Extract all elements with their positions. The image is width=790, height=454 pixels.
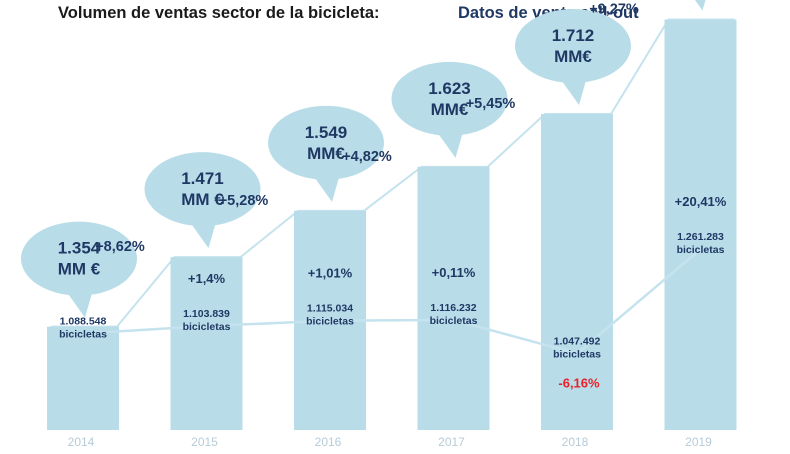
units-value-label: 1.103.839 bbox=[183, 308, 230, 320]
value-label: 1.712 bbox=[552, 26, 595, 45]
units-trend-line bbox=[82, 248, 702, 355]
units-value-label: 1.115.034 bbox=[307, 303, 353, 315]
value-bubble-tail bbox=[435, 129, 464, 158]
value-bubble-tail bbox=[188, 220, 217, 249]
value-unit-label: MM € bbox=[181, 190, 224, 209]
units-value-label: 1.261.283 bbox=[677, 231, 724, 243]
value-label: 1.623 bbox=[428, 79, 471, 98]
units-word-label: bicicletas bbox=[553, 349, 601, 361]
value-bubble-tail bbox=[559, 76, 587, 105]
x-tick-label: 2018 bbox=[562, 435, 589, 449]
bar-2014 bbox=[47, 326, 119, 430]
bar-2018 bbox=[541, 113, 613, 430]
units-word-label: bicicletas bbox=[59, 329, 107, 341]
units-word-label: bicicletas bbox=[430, 315, 478, 327]
value-unit-label: MM€ bbox=[431, 100, 469, 119]
value-unit-label: MM€ bbox=[554, 47, 592, 66]
bar-2017 bbox=[417, 166, 490, 430]
value-bubble-tail bbox=[312, 173, 340, 202]
units-value-label: 1.088.548 bbox=[60, 316, 107, 328]
value-growth-label: +9,27% bbox=[589, 2, 639, 18]
x-tick-label: 2015 bbox=[191, 435, 218, 449]
value-bubble bbox=[391, 61, 508, 136]
value-unit-label: MM€ bbox=[307, 144, 345, 163]
units-value-label: 1.116.232 bbox=[430, 302, 476, 314]
units-growth-label: +1,4% bbox=[188, 271, 226, 286]
value-growth-label: +5,28% bbox=[219, 193, 269, 209]
x-tick-label: 2014 bbox=[68, 435, 95, 449]
value-trend-line bbox=[51, 18, 735, 328]
units-word-label: bicicletas bbox=[306, 316, 354, 328]
x-tick-label: 2016 bbox=[315, 435, 342, 449]
chart-title: Volumen de ventas sector de la bicicleta… bbox=[58, 4, 380, 22]
value-bubble bbox=[268, 105, 384, 180]
value-bubble-tail bbox=[65, 289, 93, 318]
units-word-label: bicicletas bbox=[183, 321, 231, 333]
value-bubble bbox=[515, 8, 631, 83]
bar-2019 bbox=[664, 19, 737, 431]
value-bubble bbox=[144, 152, 261, 227]
units-growth-label: +20,41% bbox=[675, 194, 727, 209]
value-growth-label: +8,62% bbox=[95, 239, 145, 255]
value-growth-label: +4,82% bbox=[342, 149, 392, 165]
value-unit-label: MM € bbox=[58, 260, 101, 279]
value-label: 1.549 bbox=[305, 123, 348, 142]
bar-2015 bbox=[170, 257, 243, 430]
value-bubble-tail bbox=[694, 0, 706, 11]
value-label: 1.471 bbox=[181, 169, 224, 188]
units-growth-label-negative: -6,16% bbox=[558, 376, 600, 391]
units-value-label: 1.047.492 bbox=[554, 336, 601, 348]
value-label: 1.354 bbox=[58, 239, 101, 258]
units-growth-label: +0,11% bbox=[432, 265, 476, 280]
units-word-label: bicicletas bbox=[677, 244, 725, 256]
value-bubble bbox=[21, 221, 137, 296]
value-growth-label: +5,45% bbox=[466, 96, 516, 112]
x-tick-label: 2017 bbox=[438, 435, 465, 449]
x-tick-label: 2019 bbox=[685, 435, 712, 449]
units-growth-label: +1,01% bbox=[308, 266, 353, 281]
